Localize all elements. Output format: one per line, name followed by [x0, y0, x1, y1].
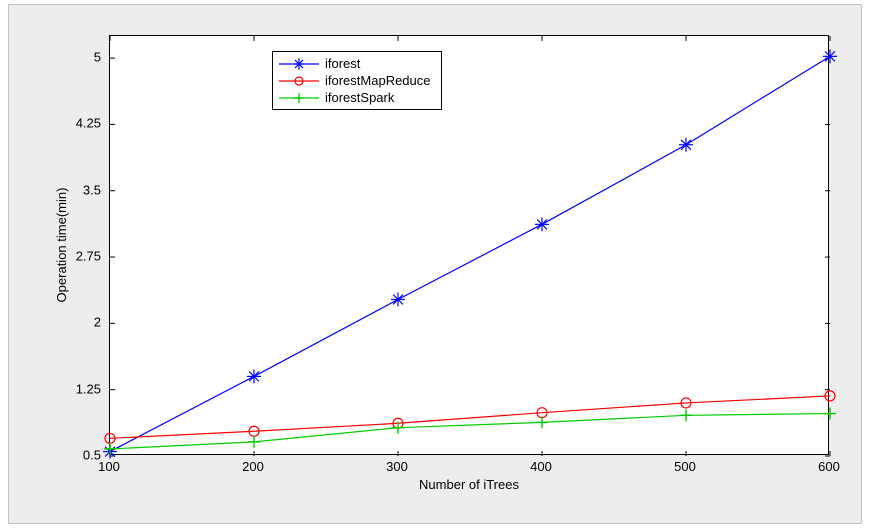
y-tick-label: 5 — [94, 50, 101, 65]
y-tick-label: 2.75 — [76, 249, 101, 264]
legend-line-sample — [279, 90, 319, 106]
x-tick-label: 400 — [530, 459, 552, 474]
y-tick-label: 3.5 — [83, 182, 101, 197]
chart-legend: iforest iforestMapReduce iforestSpark — [272, 51, 442, 110]
x-tick-label: 200 — [242, 459, 264, 474]
x-tick-label: 600 — [818, 459, 840, 474]
x-axis-label: Number of iTrees — [419, 477, 519, 492]
y-tick-label: 4.25 — [76, 116, 101, 131]
figure-panel: iforest iforestMapReduce iforestSpark Numb… — [8, 4, 862, 524]
legend-label: iforestSpark — [325, 90, 394, 105]
x-tick-label: 500 — [674, 459, 696, 474]
legend-label: iforestMapReduce — [325, 73, 431, 88]
legend-line-sample — [279, 73, 319, 89]
x-tick-label: 100 — [98, 459, 120, 474]
y-axis-label: Operation time(min) — [54, 175, 69, 315]
chart-axes: iforest iforestMapReduce iforestSpark — [109, 35, 829, 455]
y-tick-label: 2 — [94, 315, 101, 330]
legend-entry: iforest — [279, 56, 437, 72]
legend-entry: iforestSpark — [279, 90, 437, 106]
figure-window: iforest iforestMapReduce iforestSpark Numb… — [0, 0, 870, 532]
y-tick-label: 1.25 — [76, 381, 101, 396]
y-tick-label: 0.5 — [83, 448, 101, 463]
chart-plot-area — [110, 36, 830, 456]
legend-label: iforest — [325, 56, 360, 71]
legend-entry: iforestMapReduce — [279, 73, 437, 89]
x-tick-label: 300 — [386, 459, 408, 474]
legend-line-sample — [279, 56, 319, 72]
